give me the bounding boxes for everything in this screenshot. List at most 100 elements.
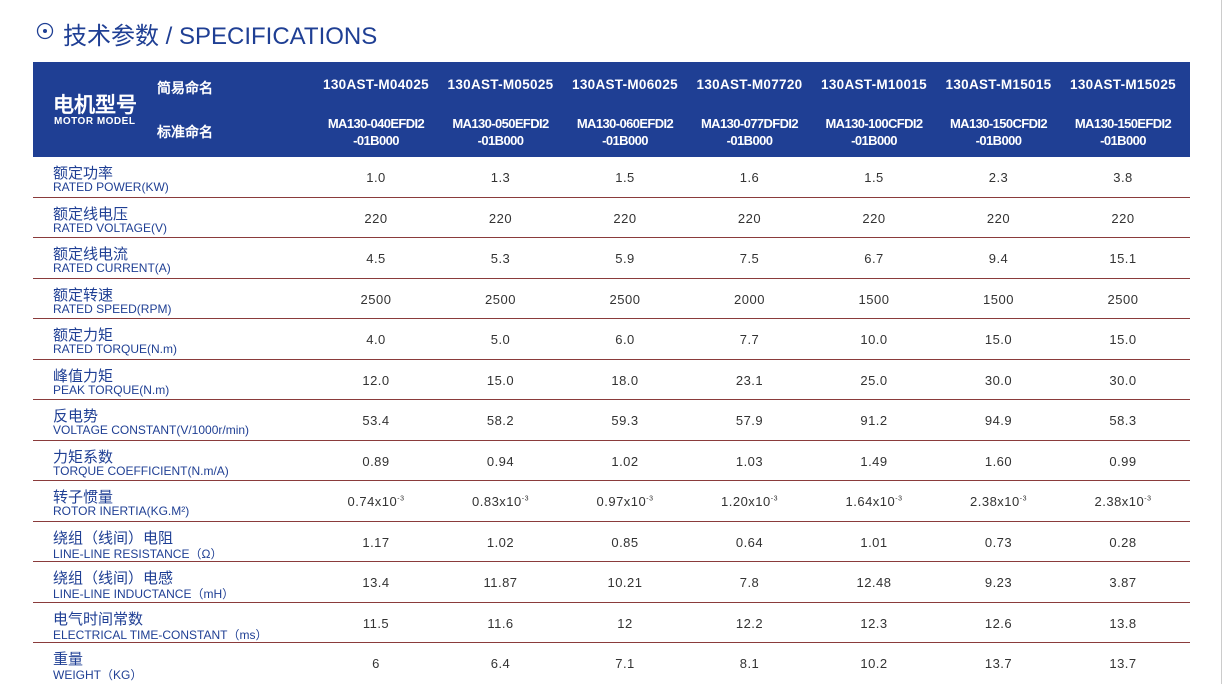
cell-value: 11.5: [362, 615, 390, 631]
page-title: 技术参数 / SPECIFICATIONS: [63, 23, 378, 50]
cell-value: 1500: [858, 291, 890, 307]
cell-exponent: -3: [770, 495, 778, 503]
row-label: 绕组（线间）电感: [53, 570, 174, 587]
row-label-en: WEIGHT（KG）: [53, 668, 143, 682]
cell-value: 30.0: [1109, 372, 1137, 388]
cell-value: 0.64: [735, 534, 764, 550]
cell-exponent: -3: [895, 495, 903, 503]
cell-base: 0.74x10: [347, 494, 398, 509]
cell-value: 4.0: [366, 332, 386, 347]
row-label: 峰值力矩: [53, 367, 114, 385]
cell-value: 220: [613, 210, 637, 226]
row-separator: [33, 601, 1190, 603]
cell-value: 12.0: [362, 372, 390, 388]
row-separator: [33, 561, 1190, 562]
row-separator: [33, 439, 1190, 441]
row-label: 电气时间常数: [53, 610, 144, 628]
row-label-en: RATED VOLTAGE(V): [53, 220, 168, 235]
cell-value: 58.3: [1109, 413, 1137, 428]
short-name: 130AST-M04025: [323, 77, 429, 92]
cell-value: 1.6: [739, 170, 760, 185]
cell-value: 12.3: [860, 615, 888, 631]
cell-value: 5.0: [490, 332, 511, 347]
row-label: 绕组（线间）电阻: [53, 529, 174, 547]
cell-value: 220: [1111, 210, 1135, 226]
standard-name: -01B000: [353, 133, 399, 148]
cell-value: 4.5: [366, 251, 386, 266]
cell-value: 1.64x10-3: [846, 494, 903, 509]
cell-value: 10.21: [607, 575, 643, 590]
table-header: [33, 62, 1190, 157]
cell-value: 220: [488, 210, 513, 226]
cell-value: 0.28: [1109, 534, 1137, 550]
cell-value: 2500: [485, 291, 516, 307]
cell-base: 0.83x10: [472, 494, 522, 509]
cell-value: 220: [986, 210, 1011, 226]
row-separator: [33, 318, 1190, 319]
cell-base: 0.97x10: [596, 494, 647, 509]
cell-value: 5.3: [490, 251, 511, 266]
standard-name: MA130-150EFDI2: [1074, 116, 1172, 131]
standard-name: -01B000: [477, 133, 524, 148]
cell-value: 1.5: [864, 170, 884, 185]
cell-value: 7.7: [739, 332, 760, 347]
standard-name: MA130-050EFDI2: [452, 116, 549, 131]
cell-value: 2.38x10-3: [970, 494, 1027, 509]
row-label-en: ROTOR INERTIA(KG.M²): [53, 504, 190, 518]
row-label: 额定转速: [53, 286, 114, 304]
cell-value: 6.7: [864, 251, 884, 266]
cell-value: 59.3: [611, 413, 639, 428]
cell-value: 8.1: [739, 656, 760, 671]
row-label: 额定线电压: [53, 205, 129, 223]
cell-value: 1.01: [860, 534, 888, 550]
row-separator: [33, 358, 1190, 360]
cell-value: 12.48: [856, 575, 892, 590]
row-label-en: ELECTRICAL TIME-CONSTANT（ms）: [53, 627, 268, 642]
cell-value: 13.4: [362, 575, 390, 590]
cell-value: 220: [737, 210, 762, 226]
standard-name: -01B000: [1100, 133, 1146, 148]
cell-value: 9.23: [984, 575, 1013, 590]
cell-value: 58.2: [486, 413, 515, 428]
row-label: 反电势: [53, 408, 99, 425]
row-label-en: LINE-LINE INDUCTANCE（mH）: [53, 587, 235, 601]
cell-value: 0.89: [362, 453, 390, 469]
cell-value: 12.2: [735, 615, 764, 631]
row-label-en: RATED TORQUE(N.m): [53, 342, 178, 356]
cell-value: 2.38x10-3: [1095, 494, 1152, 509]
standard-name: MA130-150CFDI2: [949, 116, 1048, 131]
cell-value: 0.73: [984, 534, 1013, 550]
short-name: 130AST-M07720: [696, 77, 803, 92]
cell-value: 0.74x10-3: [348, 494, 405, 509]
cell-value: 15.1: [1109, 251, 1137, 266]
row-label: 重量: [53, 651, 84, 668]
standard-name: -01B000: [975, 133, 1022, 148]
row-separator: [33, 480, 1190, 481]
cell-value: 6.0: [615, 332, 635, 347]
cell-value: 0.83x10-3: [472, 494, 529, 509]
cell-value: 12: [617, 615, 633, 631]
row-label-en: PEAK TORQUE(N.m): [53, 382, 170, 397]
cell-value: 30.0: [984, 372, 1013, 388]
cell-value: 25.0: [860, 372, 888, 388]
cell-value: 5.9: [615, 251, 635, 266]
cell-value: 2000: [734, 291, 765, 307]
cell-value: 1.02: [486, 534, 515, 550]
cell-base: 2.38x10: [970, 494, 1020, 509]
cell-base: 1.64x10: [845, 494, 896, 509]
row-label-en: TORQUE COEFFICIENT(N.m/A): [53, 463, 229, 478]
cell-value: 0.99: [1109, 453, 1137, 469]
cell-value: 1.3: [490, 170, 511, 185]
cell-value: 10.2: [860, 656, 888, 671]
row-label-en: RATED CURRENT(A): [53, 261, 171, 275]
cell-value: 220: [862, 210, 886, 226]
cell-value: 2500: [1107, 291, 1139, 307]
short-name: 130AST-M15015: [945, 77, 1052, 92]
short-name: 130AST-M15025: [1070, 77, 1176, 92]
standard-name: MA130-100CFDI2: [825, 116, 923, 131]
cell-value: 1.49: [860, 453, 888, 469]
cell-value: 9.4: [988, 251, 1009, 266]
cell-value: 23.1: [735, 372, 764, 388]
cell-value: 94.9: [984, 413, 1013, 428]
cell-exponent: -3: [397, 495, 405, 503]
